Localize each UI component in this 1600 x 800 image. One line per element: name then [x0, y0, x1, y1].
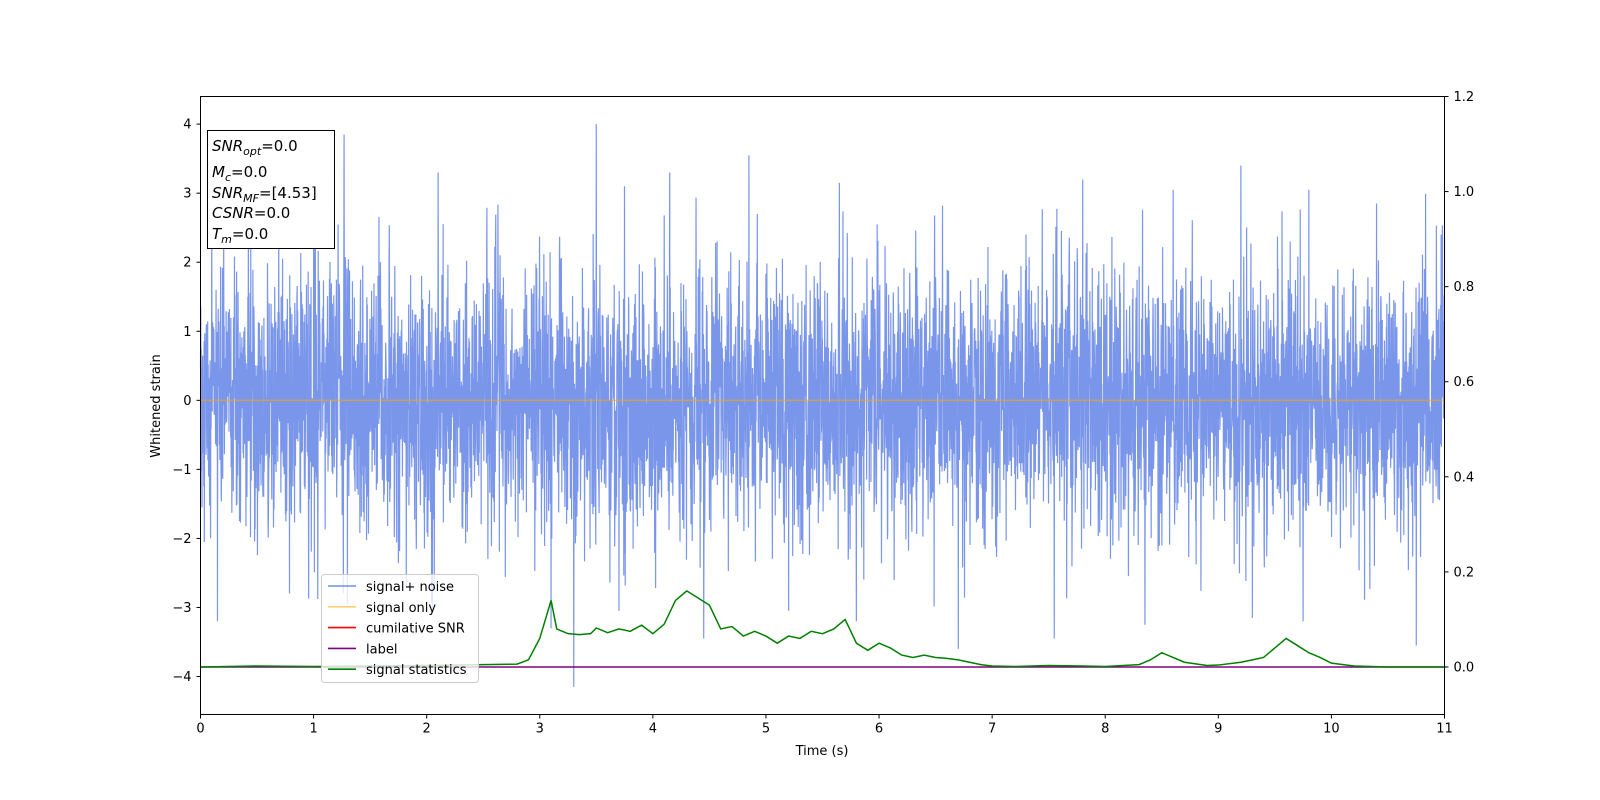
x-tick-label: 3: [536, 722, 544, 737]
legend-label: signal+ noise: [366, 580, 454, 595]
y-axis-label: Whitened strain: [149, 354, 164, 457]
y-tick-label: −4: [172, 670, 191, 685]
y2-tick-label: 0.4: [1454, 470, 1475, 485]
legend-label: label: [366, 642, 397, 657]
x-tick-label: 0: [196, 722, 204, 737]
x-axis-ticks: 0 1 2 3 4 5 6 7 8 9 10 11: [196, 714, 1453, 737]
y2-axis-ticks: 0.0 0.2 0.4 0.6 0.8 1.0 1.2: [1444, 90, 1475, 675]
legend-label: cumilative SNR: [366, 622, 465, 637]
x-tick-label: 5: [762, 722, 770, 737]
y-tick-label: 4: [183, 118, 191, 133]
info-box-line: SNRopt=0.0: [212, 137, 298, 158]
y2-tick-label: 1.2: [1454, 90, 1475, 105]
axes-frame: [200, 96, 1445, 715]
y-tick-label: 3: [183, 187, 191, 202]
y2-tick-label: 0.6: [1454, 375, 1475, 390]
info-box-line: Mc=0.0: [212, 163, 267, 184]
y2-tick-label: 1.0: [1454, 185, 1475, 200]
y-tick-label: −3: [172, 601, 191, 616]
y2-tick-label: 0.0: [1454, 660, 1475, 675]
info-box-line: CSNR=0.0: [212, 204, 290, 222]
y2-tick-label: 0.2: [1454, 565, 1475, 580]
x-tick-label: 10: [1323, 722, 1340, 737]
x-tick-label: 1: [309, 722, 317, 737]
y-axis-ticks: −4 −3 −2 −1 0 1 2 3 4: [172, 118, 201, 685]
legend-label: signal statistics: [366, 663, 467, 678]
series-signal-statistics: [200, 589, 1445, 668]
legend-label: signal only: [366, 601, 436, 616]
x-tick-label: 2: [423, 722, 431, 737]
legend: signal+ noise signal only cumilative SNR la…: [321, 574, 479, 683]
info-box-line: SNRMF=[4.53]: [212, 184, 317, 205]
y-tick-label: 0: [183, 394, 191, 409]
legend-frame: [321, 574, 479, 683]
y-tick-label: 1: [183, 325, 191, 340]
series-signal-noise: [199, 124, 1446, 687]
y-tick-label: −1: [172, 463, 191, 478]
info-box-line: Tm=0.0: [212, 225, 268, 246]
x-axis-label: Time (s): [795, 744, 849, 759]
info-box-frame: [207, 130, 335, 249]
y-tick-label: 2: [183, 256, 191, 271]
y-tick-label: −2: [172, 532, 191, 547]
x-tick-label: 8: [1101, 722, 1109, 737]
x-tick-label: 9: [1214, 722, 1222, 737]
y2-tick-label: 0.8: [1454, 280, 1475, 295]
x-tick-label: 11: [1436, 722, 1453, 737]
x-tick-label: 7: [988, 722, 996, 737]
x-tick-label: 6: [875, 722, 883, 737]
x-tick-label: 4: [649, 722, 657, 737]
